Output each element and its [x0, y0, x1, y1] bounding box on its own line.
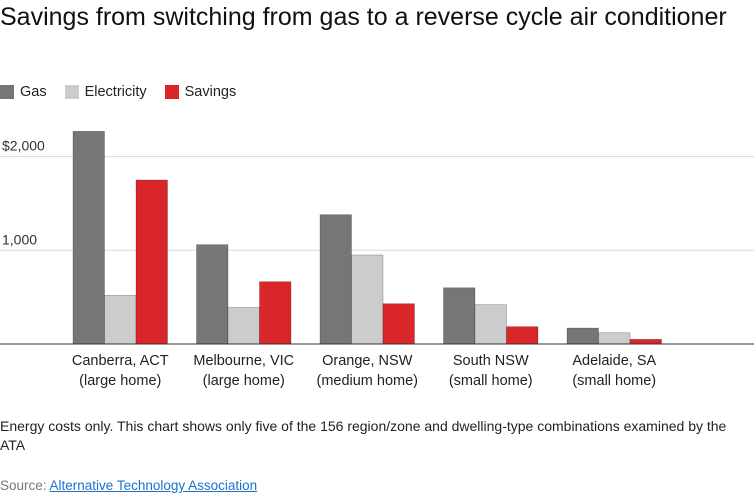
- chart-title: Savings from switching from gas to a rev…: [0, 3, 727, 31]
- legend-swatch-electricity: [64, 85, 79, 99]
- legend-swatch-gas: [0, 85, 14, 99]
- y-tick-label: 1,000: [2, 231, 37, 247]
- source-prefix: Source:: [0, 478, 50, 493]
- bar-gas: [72, 131, 105, 345]
- chart-note: Energy costs only. This chart shows only…: [0, 418, 727, 453]
- bar-electricity: [104, 294, 137, 345]
- x-tick-label: Adelaide, SA: [572, 353, 656, 369]
- x-tick-label: (large home): [79, 373, 161, 389]
- x-tick-label: Orange, NSW: [322, 353, 413, 369]
- legend-item-savings: Savings: [164, 84, 237, 100]
- legend-swatch-savings: [164, 85, 179, 99]
- bar-gas: [319, 214, 352, 345]
- x-tick-label: (large home): [203, 373, 285, 389]
- bar-electricity: [598, 332, 631, 345]
- bar-gas: [196, 244, 229, 345]
- legend-label-electricity: Electricity: [84, 84, 147, 100]
- bar-gas: [443, 287, 476, 345]
- legend-item-gas: Gas: [0, 84, 47, 100]
- source-link[interactable]: Alternative Technology Association: [49, 478, 258, 493]
- bar-savings: [629, 339, 662, 345]
- bar-electricity: [474, 304, 507, 345]
- x-tick-label: South NSW: [453, 353, 529, 369]
- source-line: Source: Alternative Technology Associati…: [0, 478, 257, 493]
- bar-gas: [566, 327, 599, 345]
- bar-electricity: [227, 307, 260, 345]
- bar-savings: [259, 281, 292, 345]
- bar-savings: [382, 303, 415, 345]
- x-tick-label: (small home): [572, 373, 656, 389]
- legend: Gas Electricity Savings: [0, 82, 254, 102]
- bar-chart: 1,000 $2,000 Canberra, ACT (large home) Melb…: [0, 131, 754, 389]
- x-tick-label: Melbourne, VIC: [193, 353, 294, 369]
- x-tick-label: (medium home): [316, 373, 418, 389]
- bar-electricity: [351, 254, 384, 345]
- bar-savings: [506, 326, 539, 345]
- legend-item-electricity: Electricity: [64, 84, 147, 100]
- y-tick-label: $2,000: [2, 138, 45, 154]
- legend-label-savings: Savings: [184, 84, 237, 100]
- x-tick-label: Canberra, ACT: [72, 353, 169, 369]
- x-tick-label: (small home): [449, 373, 533, 389]
- legend-label-gas: Gas: [20, 84, 47, 100]
- bar-savings: [135, 179, 168, 345]
